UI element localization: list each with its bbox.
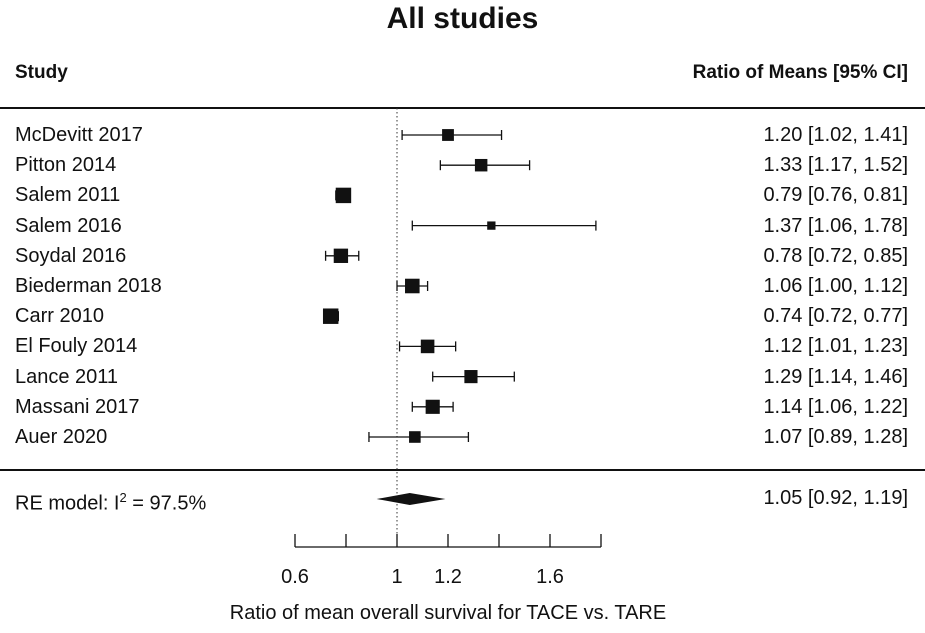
study-name: Biederman 2018 xyxy=(15,275,162,297)
re-model-label-prefix: RE model: I xyxy=(15,492,120,515)
re-model-label: RE model: I2 = 97.5% xyxy=(15,486,206,516)
x-axis-label: Ratio of mean overall survival for TACE … xyxy=(229,602,667,624)
x-tick-label: 1.2 xyxy=(434,566,462,588)
x-tick-label: 0.6 xyxy=(281,566,309,588)
point-estimate xyxy=(464,370,478,384)
point-estimate xyxy=(335,187,352,204)
study-name: Auer 2020 xyxy=(15,426,108,448)
study-estimate: 1.33 [1.17, 1.52] xyxy=(763,154,908,177)
study-name: El Fouly 2014 xyxy=(15,335,138,358)
re-model-estimate: 1.05 [0.92, 1.19] xyxy=(763,487,908,509)
study-estimate: 0.78 [0.72, 0.85] xyxy=(763,244,908,267)
x-tick-label: 1.6 xyxy=(536,566,564,588)
study-estimate: 0.79 [0.76, 0.81] xyxy=(763,184,908,207)
study-estimate: 1.29 [1.14, 1.46] xyxy=(763,365,908,388)
re-model-label-sup: 2 xyxy=(119,490,127,505)
chart-title: All studies xyxy=(386,2,539,35)
estimate-column-header: Ratio of Means [95% CI] xyxy=(692,62,908,83)
study-estimate: 0.74 [0.72, 0.77] xyxy=(763,305,908,328)
re-model-label-suffix: = 97.5% xyxy=(126,492,207,515)
point-estimate xyxy=(442,129,454,141)
point-estimate xyxy=(474,158,488,172)
study-estimate: 1.20 [1.02, 1.41] xyxy=(763,124,908,146)
study-name: Salem 2011 xyxy=(15,184,121,207)
study-name: Salem 2016 xyxy=(15,214,122,237)
header-rule xyxy=(0,107,925,109)
study-estimate: 1.07 [0.89, 1.28] xyxy=(763,426,908,448)
study-name: McDevitt 2017 xyxy=(15,124,143,146)
point-estimate xyxy=(420,339,435,354)
point-estimate xyxy=(333,248,349,263)
study-name: Carr 2010 xyxy=(15,305,104,328)
summary-rule xyxy=(0,469,925,471)
point-estimate xyxy=(425,399,440,414)
study-estimate: 1.12 [1.01, 1.23] xyxy=(763,335,908,358)
study-name: Soydal 2016 xyxy=(15,244,127,267)
point-estimate xyxy=(405,278,420,294)
study-name: Pitton 2014 xyxy=(15,154,117,177)
point-estimate xyxy=(487,221,496,230)
study-name: Lance 2011 xyxy=(15,365,119,388)
point-estimate xyxy=(409,431,421,443)
study-column-header: Study xyxy=(15,62,68,83)
study-estimate: 1.37 [1.06, 1.78] xyxy=(763,214,908,237)
point-estimate xyxy=(322,308,339,324)
x-tick-label: 1 xyxy=(391,566,402,588)
summary-diamond xyxy=(376,493,446,505)
study-estimate: 1.06 [1.00, 1.12] xyxy=(763,275,908,297)
study-estimate: 1.14 [1.06, 1.22] xyxy=(763,395,908,418)
study-name: Massani 2017 xyxy=(15,395,140,418)
